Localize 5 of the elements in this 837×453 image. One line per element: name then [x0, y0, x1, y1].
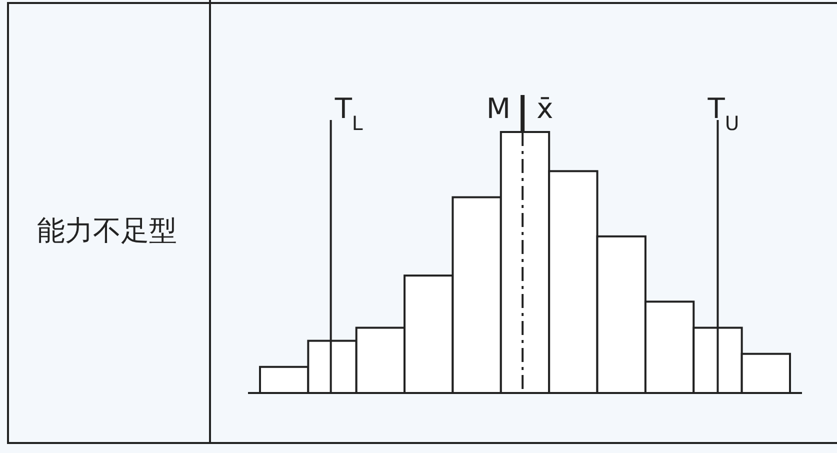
text: x̄ — [536, 92, 554, 125]
text: M — [486, 92, 511, 125]
annotation: T$_{U}$ — [706, 92, 740, 134]
text: 能力不足型 — [37, 214, 177, 247]
annotation: T$_{L}$ — [334, 92, 363, 134]
